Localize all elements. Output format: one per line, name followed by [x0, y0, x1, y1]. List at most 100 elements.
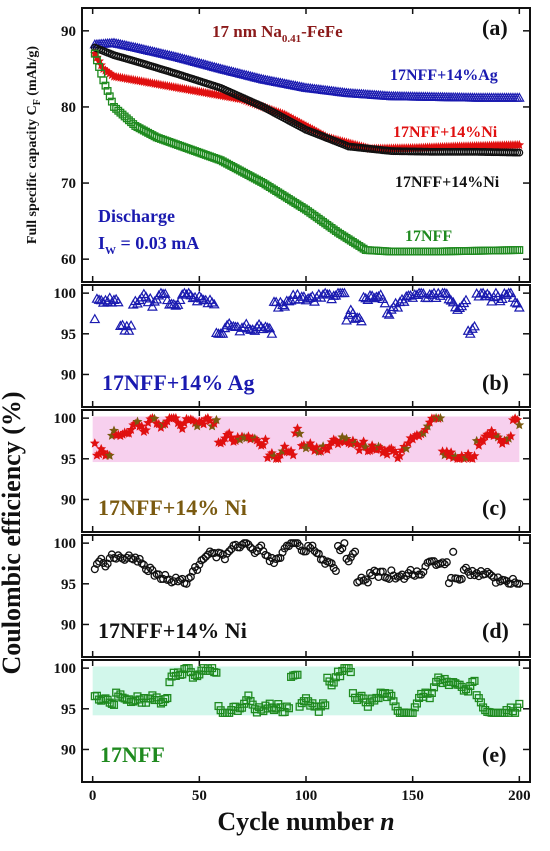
data-point: [514, 139, 525, 150]
data-point: [408, 247, 417, 256]
data-point: [513, 301, 525, 312]
data-point: [370, 246, 379, 255]
data-point: [412, 699, 421, 708]
data-point: [459, 565, 468, 574]
data-point: [223, 549, 232, 558]
data-point: [489, 573, 498, 582]
data-point: [380, 247, 389, 256]
data-point: [198, 419, 209, 429]
data-point: [423, 689, 432, 698]
data-point: [351, 547, 360, 556]
data-point: [443, 293, 455, 304]
data-point: [304, 292, 316, 302]
data-point: [170, 412, 181, 423]
data-point: [515, 699, 524, 708]
x-tick-label: 0: [89, 788, 97, 804]
panel-e-letter: (e): [482, 742, 506, 767]
data-point: [104, 450, 115, 460]
data-point: [264, 322, 276, 333]
data-point: [481, 246, 490, 255]
data-point: [355, 693, 364, 702]
data-point: [201, 552, 210, 561]
data-point: [385, 689, 394, 698]
data-point: [474, 694, 483, 703]
data-point: [331, 673, 340, 682]
data-point: [348, 689, 357, 698]
data-point: [159, 288, 171, 298]
data-point: [400, 290, 412, 301]
data-point: [108, 294, 120, 304]
data-point: [513, 246, 522, 255]
data-point: [125, 319, 137, 330]
data-point: [266, 328, 278, 338]
y-tick-label: 100: [54, 411, 77, 427]
panel-e-series: [90, 664, 524, 717]
data-point: [284, 704, 293, 713]
data-point: [199, 554, 208, 563]
data-point: [146, 563, 155, 572]
data-point: [406, 247, 415, 256]
data-point: [107, 97, 116, 106]
y-tick-label: 100: [54, 661, 77, 677]
data-point: [163, 693, 172, 703]
panel-c-label: 17NFF+14% Ni: [98, 495, 247, 520]
data-point: [137, 559, 146, 568]
data-point: [140, 291, 152, 301]
data-point: [146, 301, 158, 311]
x-tick-label: 50: [192, 788, 207, 804]
data-point: [474, 246, 483, 255]
series-label-ni-red: 17NFF+14%Ni: [393, 124, 498, 141]
data-point: [327, 681, 336, 690]
data-point: [442, 247, 451, 256]
data-point: [184, 574, 193, 583]
data-point: [511, 708, 520, 717]
data-point: [440, 247, 449, 256]
current-label: IW = 0.03 mA: [98, 233, 199, 257]
data-point: [191, 670, 200, 680]
data-point: [435, 412, 446, 423]
data-point: [288, 449, 299, 460]
panel-a-title: 17 nm Na0.41-FeFe: [212, 22, 343, 45]
data-point: [257, 323, 269, 334]
data-point: [464, 328, 476, 338]
data-point: [389, 697, 398, 706]
series-label-ag: 17NFF+14%Ag: [390, 67, 498, 84]
data-point: [438, 247, 447, 256]
y-tick-label: 60: [61, 252, 76, 268]
panel-d-letter: (d): [482, 618, 509, 643]
data-point: [283, 295, 295, 306]
data-point: [509, 296, 521, 307]
data-point: [373, 290, 384, 301]
data-point: [439, 287, 451, 298]
data-point: [208, 298, 220, 309]
data-point: [374, 246, 383, 255]
data-point: [178, 670, 187, 679]
data-point: [272, 302, 284, 312]
data-point: [382, 449, 393, 459]
data-point: [153, 289, 165, 300]
data-point: [135, 554, 144, 563]
data-point: [206, 296, 218, 307]
data-point: [376, 246, 385, 255]
data-point: [453, 247, 462, 256]
data-point: [457, 247, 466, 256]
data-point: [183, 287, 195, 298]
data-point: [242, 696, 251, 705]
data-point: [137, 698, 146, 707]
data-point: [246, 543, 255, 552]
data-point: [425, 247, 434, 256]
panel-b-series: [89, 287, 525, 338]
data-point: [172, 299, 184, 309]
data-point: [462, 247, 470, 255]
data-point: [515, 579, 524, 588]
data-point: [99, 76, 108, 85]
data-point: [193, 672, 202, 681]
data-point: [455, 247, 464, 256]
panel-d-series: [90, 539, 524, 588]
y-tick-label: 95: [61, 327, 76, 343]
data-point: [514, 92, 525, 102]
discharge-label: Discharge: [98, 206, 175, 226]
data-point: [141, 698, 151, 707]
data-point: [333, 541, 343, 551]
